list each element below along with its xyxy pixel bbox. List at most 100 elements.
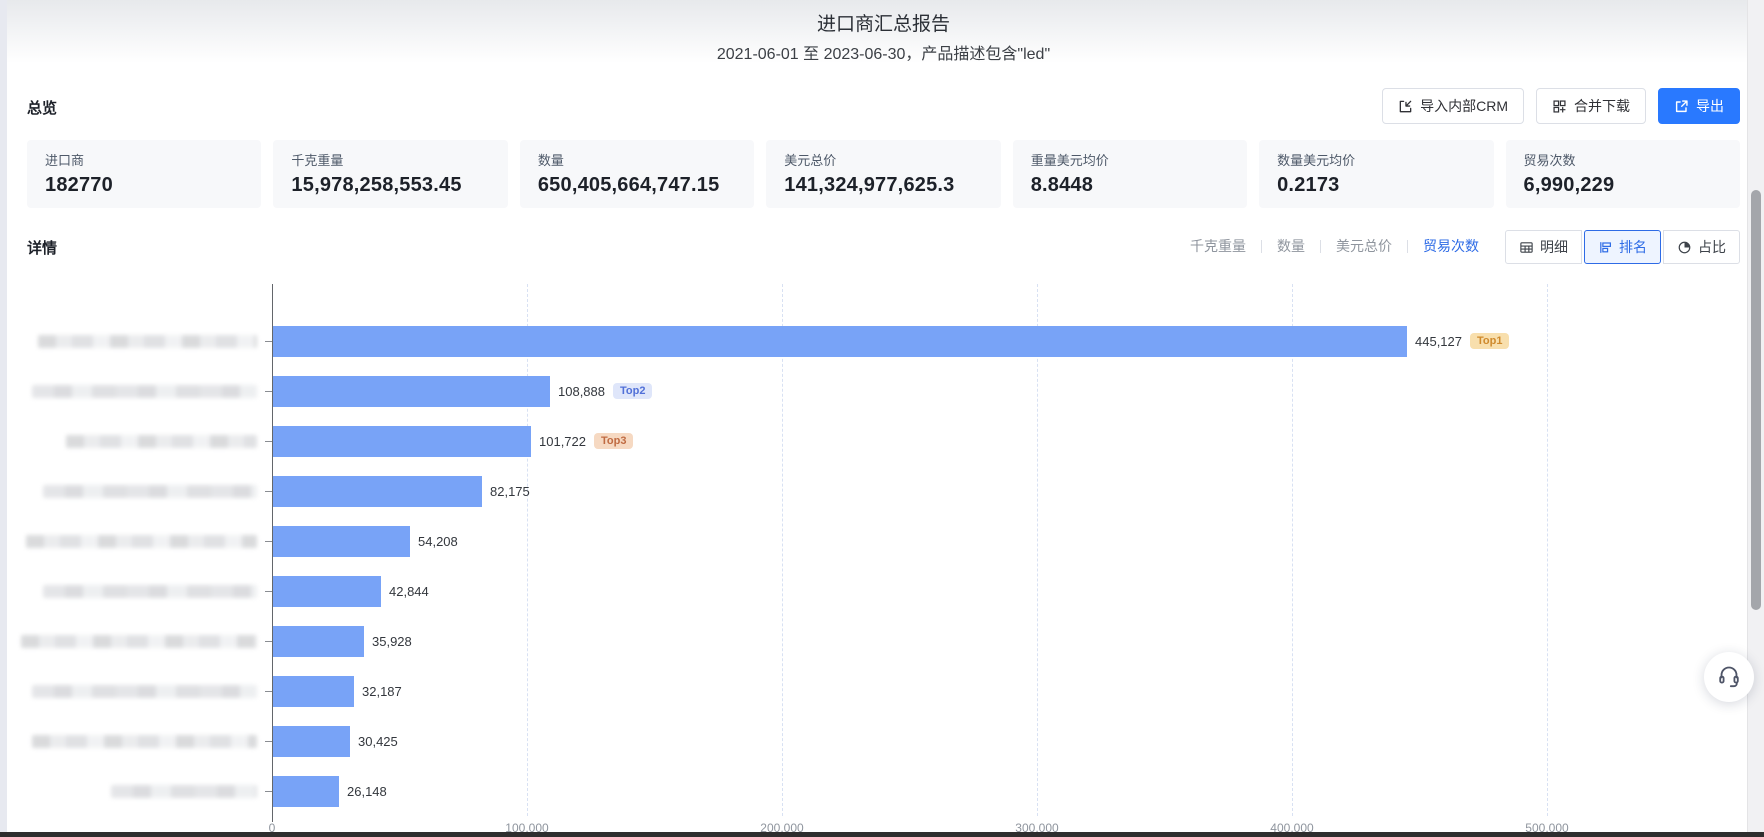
view-button-label: 明细 — [1540, 239, 1568, 255]
metric-tab-divider — [1261, 239, 1262, 253]
x-tick-label: 300,000 — [1015, 821, 1059, 835]
stat-card-value: 650,405,664,747.15 — [537, 174, 720, 196]
view-button-label: 占比 — [1698, 239, 1726, 255]
help-support-button[interactable] — [1704, 652, 1754, 702]
stat-card: 重量美元均价 8.8448 — [1012, 140, 1248, 208]
axis-tick — [265, 340, 272, 342]
stat-card-value: 0.2173 — [1277, 174, 1340, 196]
view-detail-button[interactable]: 明细 — [1505, 230, 1582, 264]
bar[interactable] — [272, 675, 354, 707]
chart-row: 30,425 — [0, 716, 1764, 766]
gridline — [782, 284, 783, 816]
rank-badge-top2: Top2 — [613, 383, 653, 399]
metric-tab-3[interactable]: 美元总价 — [1336, 238, 1392, 254]
gridline — [527, 284, 528, 816]
category-label-redacted — [0, 534, 265, 548]
export-button[interactable]: 导出 — [1658, 88, 1740, 124]
stat-card-label: 数量 — [537, 153, 564, 168]
stat-card: 贸易次数 6,990,229 — [1505, 140, 1740, 208]
category-label-redacted — [0, 634, 265, 648]
x-axis-ticks: 0 100,000 200,000 300,000 400,000 500,000 — [0, 816, 1764, 837]
import-crm-button[interactable]: 导入内部CRM — [1382, 88, 1524, 124]
bar-value-label: 35,928 — [372, 633, 412, 649]
chart-row: 82,175 — [0, 466, 1764, 516]
ranking-bar-chart: 445,127 Top1 108,888 Top2 101,722 Top3 82,175 5… — [0, 284, 1764, 837]
x-tick-label: 500,000 — [1525, 821, 1569, 835]
bar[interactable] — [272, 625, 364, 657]
axis-tick — [265, 540, 272, 542]
bar[interactable] — [272, 575, 381, 607]
action-button-label: 导出 — [1696, 98, 1724, 114]
metric-tab-2[interactable]: 数量 — [1277, 238, 1305, 254]
category-label-redacted — [0, 484, 265, 498]
gridline — [1037, 284, 1038, 816]
stat-card: 数量 650,405,664,747.15 — [519, 140, 755, 208]
rank-badge-top3: Top3 — [594, 433, 634, 449]
x-tick-label: 200,000 — [760, 821, 804, 835]
report-header: 进口商汇总报告 2021-06-01 至 2023-06-30，产品描述包含"l… — [27, 0, 1740, 70]
pie-icon — [1677, 240, 1692, 255]
bar-value-label: 445,127 — [1415, 333, 1462, 349]
bottom-edge-strip — [0, 832, 1764, 837]
stat-card-label: 数量美元均价 — [1277, 153, 1356, 168]
stat-card-value: 8.8448 — [1030, 174, 1094, 196]
chart-row: 32,187 — [0, 666, 1764, 716]
metric-tab-4[interactable]: 贸易次数 — [1423, 238, 1479, 254]
view-toggle-group: 明细 排名 占比 — [1505, 230, 1740, 264]
bar-value-label: 42,844 — [389, 583, 429, 599]
axis-tick — [265, 640, 272, 642]
x-tick-label: 400,000 — [1270, 821, 1314, 835]
metric-tab-divider — [1320, 239, 1321, 253]
overview-section-label: 总览 — [27, 100, 58, 117]
category-label-redacted — [0, 334, 265, 348]
bar[interactable] — [272, 525, 410, 557]
bar-value-label: 26,148 — [347, 783, 387, 799]
chart-row: 108,888 Top2 — [0, 366, 1764, 416]
view-button-label: 排名 — [1619, 239, 1647, 255]
y-axis-line — [272, 284, 273, 816]
axis-tick — [265, 390, 272, 392]
scrollbar-thumb[interactable] — [1751, 190, 1761, 610]
axis-tick — [265, 440, 272, 442]
stat-card-label: 千克重量 — [291, 153, 344, 168]
bar[interactable] — [272, 425, 531, 457]
page-title: 进口商汇总报告 — [816, 14, 950, 35]
bar[interactable] — [272, 325, 1407, 357]
merge-download-icon — [1552, 99, 1567, 114]
stat-card-label: 进口商 — [45, 153, 85, 168]
bar[interactable] — [272, 375, 550, 407]
bar-value-label: 82,175 — [490, 483, 530, 499]
stat-card: 美元总价 141,324,977,625.3 — [766, 140, 1001, 208]
chart-row: 35,928 — [0, 616, 1764, 666]
page-subtitle: 2021-06-01 至 2023-06-30，产品描述包含"led" — [716, 46, 1051, 63]
x-tick-label: 100,000 — [505, 821, 549, 835]
bar[interactable] — [272, 725, 350, 757]
axis-tick — [265, 590, 272, 592]
table-icon — [1519, 240, 1534, 255]
stat-cards: 进口商 182770 千克重量 15,978,258,553.45 数量 650,405,… — [27, 140, 1740, 208]
metric-tab-1[interactable]: 千克重量 — [1190, 238, 1246, 254]
view-share-button[interactable]: 占比 — [1663, 230, 1740, 264]
view-ranking-button[interactable]: 排名 — [1584, 230, 1661, 264]
chart-row: 26,148 — [0, 766, 1764, 816]
merge-download-button[interactable]: 合并下载 — [1536, 88, 1646, 124]
stat-card-label: 贸易次数 — [1523, 153, 1576, 168]
chart-row: 101,722 Top3 — [0, 416, 1764, 466]
bar[interactable] — [272, 475, 482, 507]
import-icon — [1398, 99, 1413, 114]
category-label-redacted — [0, 784, 265, 798]
stat-card: 千克重量 15,978,258,553.45 — [273, 140, 508, 208]
bar-value-label: 54,208 — [418, 533, 458, 549]
bar-value-label: 30,425 — [358, 733, 398, 749]
stat-card: 进口商 182770 — [27, 140, 262, 208]
category-label-redacted — [0, 584, 265, 598]
stat-card: 数量美元均价 0.2173 — [1259, 140, 1494, 208]
detail-controls: 千克重量 数量 美元总价 贸易次数 明细 排名 占比 — [1190, 230, 1740, 264]
scrollbar-track[interactable] — [1747, 0, 1764, 832]
bar[interactable] — [272, 775, 339, 807]
stat-card-label: 重量美元均价 — [1030, 153, 1109, 168]
chart-rows: 445,127 Top1 108,888 Top2 101,722 Top3 82,175 5… — [0, 316, 1764, 816]
category-label-redacted — [0, 384, 265, 398]
x-tick-label: 0 — [268, 821, 276, 835]
